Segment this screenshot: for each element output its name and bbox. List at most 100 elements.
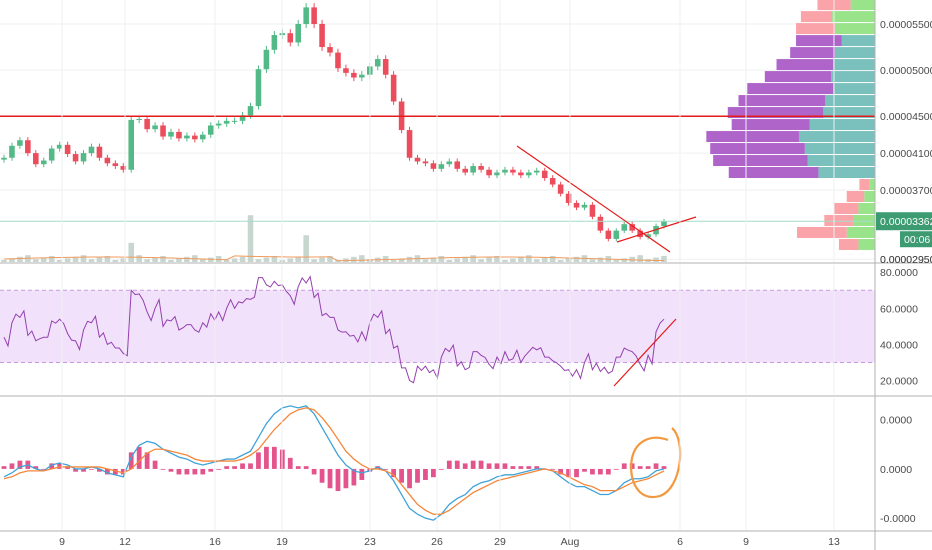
candle-body — [112, 163, 119, 167]
macd-histogram-bar — [104, 468, 110, 475]
volume-bar — [184, 256, 190, 262]
countdown-tag — [900, 231, 932, 248]
x-tick-label: 9 — [59, 536, 65, 548]
macd-histogram-bar — [81, 468, 86, 472]
macd-histogram-bar — [33, 466, 39, 469]
macd-histogram-bar — [637, 466, 643, 469]
candle-body — [160, 125, 166, 137]
profile-buy-bar — [846, 226, 875, 238]
candles — [1, 3, 667, 242]
volume-bar — [64, 258, 71, 262]
rsi-tick-label: 80.0000 — [880, 267, 918, 279]
macd-histogram-bar — [486, 463, 492, 469]
x-tick-label: 12 — [119, 536, 131, 548]
candle-body — [25, 140, 31, 154]
volume-bar — [597, 257, 604, 262]
profile-buy-bar — [807, 155, 875, 167]
macd-tick-label: -0.0000 — [880, 513, 916, 525]
macd-histogram-bar — [41, 468, 47, 470]
profile-buy-bar — [858, 202, 875, 214]
macd-histogram-bar — [256, 452, 261, 469]
candle-body — [605, 230, 612, 239]
profile-sell-bar — [731, 119, 810, 131]
candle-body — [231, 120, 238, 122]
volume-bar — [438, 256, 445, 262]
volume-bar — [152, 257, 158, 262]
profile-buy-bar — [835, 47, 875, 59]
price-tick-label: 0.00003700 — [880, 185, 932, 197]
volume-bar — [112, 260, 119, 262]
profile-buy-bar — [835, 23, 875, 35]
volume-bar — [510, 258, 516, 262]
candle-body — [486, 169, 492, 176]
volume-bar — [470, 255, 476, 262]
profile-sell-bar — [790, 47, 836, 59]
profile-sell-bar — [797, 226, 847, 238]
macd-histogram-bar — [446, 460, 452, 469]
candle-body — [56, 144, 63, 149]
macd-histogram-bar — [359, 468, 365, 480]
macd-histogram-bar — [327, 468, 333, 489]
macd-histogram-bar — [89, 468, 94, 470]
profile-buy-bar — [833, 83, 875, 95]
macd-histogram-bar — [295, 466, 301, 469]
macd-histogram-bar — [431, 468, 436, 478]
volume-bar — [128, 242, 135, 262]
volume-bar — [557, 260, 564, 262]
volume-bar — [382, 256, 389, 262]
last-price-tag — [876, 212, 932, 231]
profile-sell-bar — [800, 11, 833, 23]
macd-histogram-bar — [661, 466, 667, 469]
candle-body — [287, 33, 294, 43]
volume-bar — [422, 259, 429, 262]
volume-bar — [40, 257, 47, 262]
profile-sell-bar — [738, 95, 826, 107]
volume-bar — [72, 256, 79, 262]
candle-body — [645, 234, 651, 238]
volume-bar — [637, 255, 643, 262]
macd-histogram-bar — [303, 466, 309, 469]
candle-body — [502, 169, 508, 173]
candle-body — [327, 47, 333, 53]
candle-body — [629, 224, 635, 231]
macd-histogram-bar — [343, 468, 349, 489]
macd-histogram-bar — [9, 463, 15, 469]
candle-body — [168, 131, 174, 137]
volume-bar — [9, 258, 15, 262]
candle-body — [518, 172, 524, 176]
candle-body — [621, 224, 628, 231]
candle-body — [271, 35, 278, 50]
profile-sell-bar — [728, 167, 819, 179]
price-uptrend-line — [616, 216, 697, 243]
volume-bar — [247, 215, 254, 262]
candle-body — [176, 131, 182, 139]
profile-buy-bar — [869, 179, 875, 191]
profile-buy-bar — [841, 35, 875, 47]
macd-histogram-bar — [248, 463, 253, 469]
volume-bar — [327, 256, 333, 262]
candle-body — [446, 161, 453, 165]
candle-body — [136, 119, 142, 121]
macd-histogram-bar — [168, 468, 174, 472]
volume-bar — [56, 260, 63, 262]
macd-histogram-bar — [518, 466, 524, 469]
profile-buy-bar — [833, 59, 875, 71]
macd-histogram-bar — [208, 468, 214, 472]
macd-histogram-bar — [415, 468, 420, 483]
macd-histogram-bar — [383, 468, 389, 470]
x-tick-label: 9 — [743, 536, 749, 548]
macd-histogram-bar — [510, 466, 516, 469]
candle-body — [319, 23, 325, 48]
candle-body — [526, 172, 532, 176]
profile-buy-bar — [809, 119, 875, 131]
profile-buy-bar — [853, 214, 875, 226]
volume-bar — [446, 260, 453, 262]
macd-histogram-bar — [653, 463, 659, 469]
macd-tick-label: 0.0000 — [880, 415, 912, 427]
macd-histogram-bar — [621, 463, 627, 469]
macd-histogram-bar — [550, 468, 556, 470]
macd-histogram-bar — [1, 466, 7, 469]
volume-bar — [263, 257, 270, 262]
countdown-label: 00:06 — [904, 234, 930, 246]
